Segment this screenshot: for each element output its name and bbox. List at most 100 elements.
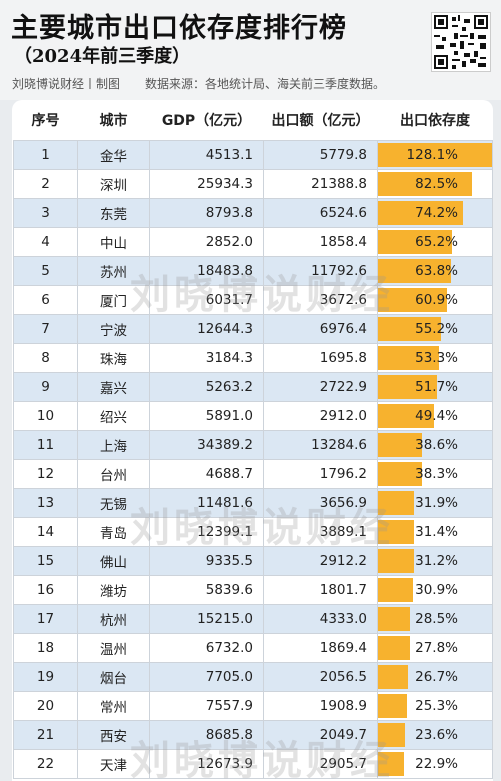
city-cell: 金华 (77, 140, 150, 170)
table-row: 22 天津 12673.9 2905.7 22.9% (13, 749, 493, 779)
city-cell: 烟台 (77, 662, 150, 692)
ratio-bar (378, 201, 463, 225)
gdp-cell: 15215.0 (149, 604, 264, 634)
export-cell: 2912.2 (263, 546, 378, 576)
table-row: 16 潍坊 5839.6 1801.7 30.9% (13, 575, 493, 605)
city-cell: 上海 (77, 430, 150, 460)
ratio-cell: 31.4% (377, 517, 493, 547)
export-cell: 1869.4 (263, 633, 378, 663)
ratio-bar (378, 462, 422, 486)
ratio-label: 51.7% (415, 379, 458, 395)
export-cell: 6524.6 (263, 198, 378, 228)
city-cell: 台州 (77, 459, 150, 489)
table-row: 6 厦门 6031.7 3672.6 60.9% (13, 285, 493, 315)
ratio-label: 31.4% (415, 524, 458, 540)
table-row: 15 佛山 9335.5 2912.2 31.2% (13, 546, 493, 576)
gdp-cell: 25934.3 (149, 169, 264, 199)
ratio-bar (378, 143, 492, 167)
ratio-label: 82.5% (415, 176, 458, 192)
city-cell: 天津 (77, 749, 150, 779)
ratio-cell: 31.9% (377, 488, 493, 518)
export-cell: 11792.6 (263, 256, 378, 286)
export-cell: 1695.8 (263, 343, 378, 373)
table-row: 4 中山 2852.0 1858.4 65.2% (13, 227, 493, 257)
ratio-label: 38.3% (415, 466, 458, 482)
export-cell: 2049.7 (263, 720, 378, 750)
table-row: 10 绍兴 5891.0 2912.0 49.4% (13, 401, 493, 431)
ratio-bar (378, 433, 422, 457)
gdp-cell: 7705.0 (149, 662, 264, 692)
export-cell: 3889.1 (263, 517, 378, 547)
ratio-cell: 30.9% (377, 575, 493, 605)
ratio-label: 30.9% (415, 582, 458, 598)
ratio-label: 38.6% (415, 437, 458, 453)
export-cell: 2722.9 (263, 372, 378, 402)
city-cell: 温州 (77, 633, 150, 663)
city-cell: 杭州 (77, 604, 150, 634)
city-cell: 嘉兴 (77, 372, 150, 402)
ratio-cell: 53.3% (377, 343, 493, 373)
ratio-label: 53.3% (415, 350, 458, 366)
ratio-cell: 128.1% (377, 140, 493, 170)
ratio-bar (378, 288, 448, 312)
gdp-cell: 3184.3 (149, 343, 264, 373)
ratio-label: 25.3% (415, 698, 458, 714)
rank-cell: 6 (13, 285, 78, 315)
export-cell: 1858.4 (263, 227, 378, 257)
column-header-rank: 序号 (31, 113, 60, 129)
ratio-bar (378, 230, 453, 254)
ratio-cell: 31.2% (377, 546, 493, 576)
rank-cell: 22 (13, 749, 78, 779)
gdp-cell: 4513.1 (149, 140, 264, 170)
table-row: 2 深圳 25934.3 21388.8 82.5% (13, 169, 493, 199)
gdp-cell: 6732.0 (149, 633, 264, 663)
credit-text: 刘晓博说财经丨制图 (12, 77, 121, 91)
rank-cell: 16 (13, 575, 78, 605)
city-cell: 西安 (77, 720, 150, 750)
table-row: 17 杭州 15215.0 4333.0 28.5% (13, 604, 493, 634)
city-cell: 青岛 (77, 517, 150, 547)
ratio-bar (378, 172, 473, 196)
qr-code-icon (431, 12, 491, 72)
ratio-bar (378, 346, 439, 370)
table-row: 12 台州 4688.7 1796.2 38.3% (13, 459, 493, 489)
table-row: 7 宁波 12644.3 6976.4 55.2% (13, 314, 493, 344)
gdp-cell: 12673.9 (149, 749, 264, 779)
ratio-bar (378, 259, 451, 283)
rank-cell: 12 (13, 459, 78, 489)
ratio-label: 31.9% (415, 495, 458, 511)
table-row: 19 烟台 7705.0 2056.5 26.7% (13, 662, 493, 692)
ratio-cell: 65.2% (377, 227, 493, 257)
ratio-cell: 51.7% (377, 372, 493, 402)
export-cell: 13284.6 (263, 430, 378, 460)
rank-cell: 17 (13, 604, 78, 634)
city-cell: 无锡 (77, 488, 150, 518)
table-panel: 序号 城市 GDP（亿元） 出口额（亿元） 出口依存度 1 金华 4513.1 577… (12, 100, 493, 781)
export-cell: 6976.4 (263, 314, 378, 344)
ratio-bar (378, 578, 414, 602)
gdp-cell: 8793.8 (149, 198, 264, 228)
ratio-label: 60.9% (415, 292, 458, 308)
export-cell: 5779.8 (263, 140, 378, 170)
ratio-cell: 28.5% (377, 604, 493, 634)
rank-cell: 3 (13, 198, 78, 228)
ratio-bar (378, 491, 415, 515)
table-row: 8 珠海 3184.3 1695.8 53.3% (13, 343, 493, 373)
table-row: 5 苏州 18483.8 11792.6 63.8% (13, 256, 493, 286)
ratio-bar (378, 752, 405, 776)
rank-cell: 8 (13, 343, 78, 373)
ratio-cell: 38.6% (377, 430, 493, 460)
ratio-bar (378, 317, 441, 341)
city-cell: 东莞 (77, 198, 150, 228)
rank-cell: 14 (13, 517, 78, 547)
city-cell: 深圳 (77, 169, 150, 199)
ratio-label: 128.1% (406, 147, 458, 163)
city-cell: 厦门 (77, 285, 150, 315)
gdp-cell: 4688.7 (149, 459, 264, 489)
ratio-cell: 22.9% (377, 749, 493, 779)
export-cell: 2905.7 (263, 749, 378, 779)
table-row: 20 常州 7557.9 1908.9 25.3% (13, 691, 493, 721)
ratio-bar (378, 520, 414, 544)
ratio-cell: 49.4% (377, 401, 493, 431)
gdp-cell: 11481.6 (149, 488, 264, 518)
